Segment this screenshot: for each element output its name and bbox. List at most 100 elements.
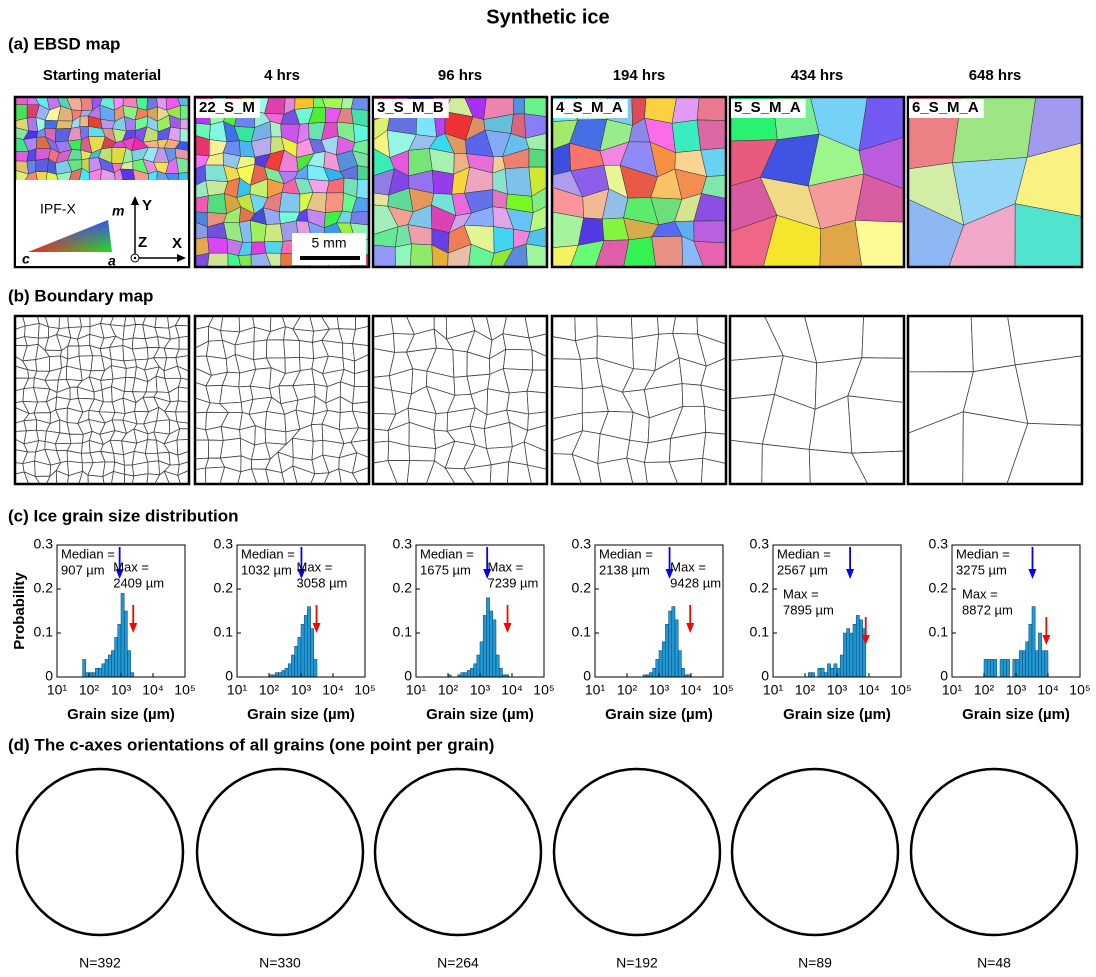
grain <box>144 336 160 348</box>
x-tick-label: 10⁵ <box>174 682 195 698</box>
bar <box>111 650 115 678</box>
bar <box>294 645 299 678</box>
bar <box>986 659 991 678</box>
ipf-label: m <box>112 203 124 219</box>
grain <box>416 114 437 138</box>
grain <box>279 192 301 213</box>
column-header: 4 hrs <box>264 67 300 84</box>
bar <box>104 659 109 678</box>
grain <box>175 157 190 174</box>
map-frame <box>728 314 906 486</box>
arrow-head <box>861 635 870 645</box>
grain <box>336 315 356 330</box>
bar <box>859 619 863 678</box>
bar <box>287 663 292 678</box>
bar <box>1022 650 1026 678</box>
grain <box>671 96 700 124</box>
grain-map <box>728 95 906 269</box>
max-label: 8872 µm <box>962 602 1013 617</box>
axis-label: X <box>172 235 182 252</box>
bar <box>1038 632 1042 678</box>
x-tick-label: 10¹ <box>763 682 784 698</box>
grain <box>847 395 905 454</box>
map-frame <box>371 314 549 486</box>
grain-map <box>906 95 1084 269</box>
bar <box>852 623 857 678</box>
arrow-head <box>665 569 674 579</box>
grain <box>179 118 190 130</box>
arrow-head <box>1028 569 1037 579</box>
bar <box>681 667 685 678</box>
y-tick-label: 0 <box>583 668 591 684</box>
max-label: Max = <box>297 559 333 574</box>
grain <box>219 437 242 459</box>
bar <box>313 659 318 678</box>
x-tick-label: 10⁵ <box>1069 682 1090 698</box>
arrow-head <box>131 196 139 205</box>
bar <box>463 672 468 678</box>
bar <box>846 628 851 678</box>
grain-map <box>193 314 371 486</box>
median-label: 907 µm <box>61 562 105 577</box>
legend-title: IPF-X <box>40 201 76 217</box>
x-axis-label: Grain size (µm) <box>962 706 1070 723</box>
median-label: 2567 µm <box>777 562 828 577</box>
scale-bar: 5 mm <box>292 233 366 265</box>
grain <box>352 386 370 405</box>
max-label: Max = <box>670 559 706 574</box>
bar <box>82 659 87 678</box>
scale-label: 5 mm <box>312 235 347 251</box>
grain <box>154 315 170 329</box>
grain <box>147 460 161 476</box>
bar <box>123 610 128 678</box>
grain <box>703 405 727 435</box>
bar <box>297 637 302 678</box>
sample-id-bg <box>374 99 449 118</box>
bar <box>473 663 478 678</box>
grain <box>24 323 40 339</box>
grain <box>207 236 229 254</box>
grain <box>526 390 548 415</box>
x-axis-label: Grain size (µm) <box>67 706 175 723</box>
column-header: Starting material <box>43 67 161 84</box>
panel-label: (a) EBSD map <box>8 34 120 53</box>
x-tick-label: 10¹ <box>47 682 68 698</box>
arrow-head <box>115 569 124 579</box>
map-frame <box>13 95 191 269</box>
arrow-head <box>846 569 855 579</box>
grain <box>292 437 314 461</box>
column-header: 96 hrs <box>438 67 482 84</box>
grain <box>525 243 548 268</box>
grain <box>524 96 548 117</box>
grain <box>629 411 650 444</box>
bar <box>671 606 676 678</box>
grain <box>502 348 534 371</box>
arrow-head <box>297 569 306 579</box>
grain <box>504 166 533 197</box>
bar <box>291 654 295 678</box>
column-header: 648 hrs <box>969 67 1022 84</box>
bar <box>811 672 815 678</box>
bar <box>993 659 998 678</box>
grain <box>35 158 49 173</box>
column-header: 434 hrs <box>791 67 844 84</box>
bar <box>839 654 844 678</box>
grain <box>109 345 125 362</box>
grain-map <box>728 314 906 486</box>
axis-label: Y <box>142 197 152 214</box>
x-axis-label: Grain size (µm) <box>426 706 534 723</box>
panel-label: (d) The c-axes orientations of all grain… <box>8 735 494 754</box>
map-frame <box>728 95 906 269</box>
bar <box>307 606 311 678</box>
bar <box>120 593 125 678</box>
map-frame <box>550 95 728 269</box>
x-tick-label: 10⁴ <box>322 682 344 698</box>
grain <box>179 128 190 143</box>
y-tick-label: 0.2 <box>393 580 413 596</box>
grain <box>623 236 656 268</box>
grain <box>269 120 282 138</box>
bar <box>95 667 99 678</box>
map-frame <box>193 95 371 269</box>
grain <box>408 445 437 462</box>
